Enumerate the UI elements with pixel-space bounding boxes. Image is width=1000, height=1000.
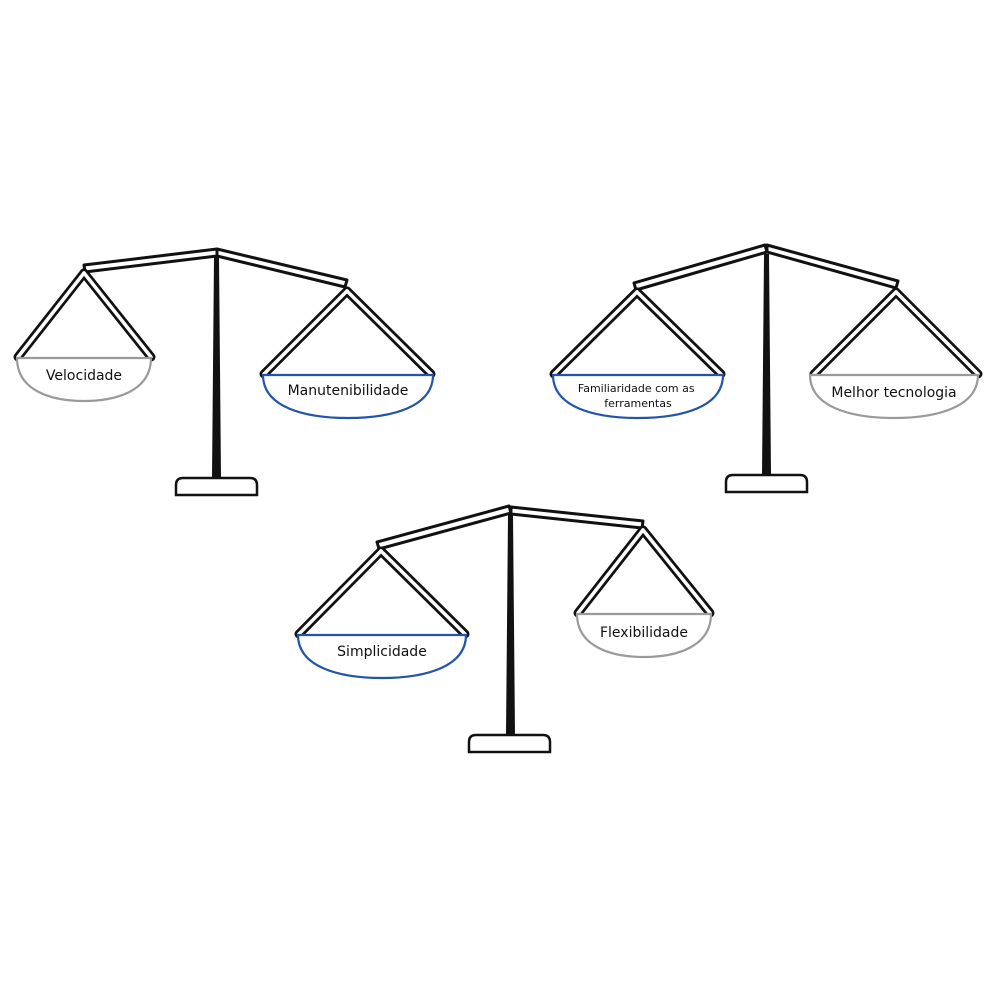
scale-3-base	[467, 733, 552, 754]
scale-3-right-pan	[575, 612, 713, 659]
scale-3-post	[506, 515, 515, 735]
scale-2-beam-left	[632, 243, 769, 292]
scale-1-right-hanger	[259, 286, 436, 379]
balance-scale-3: Simplicidade Flexibilidade	[294, 504, 715, 754]
scale-1-beam-left	[82, 247, 219, 274]
scale-1-right-pan	[261, 373, 435, 420]
scale-3-right-pan-label: Flexibilidade	[600, 625, 688, 641]
balance-scale-2: Familiaridade com as ferramentas Melhor …	[549, 243, 983, 494]
scale-2-left-pan-label: Familiaridade com as ferramentas	[578, 382, 698, 410]
scale-2-post	[762, 254, 771, 475]
scale-2-left-hanger	[549, 287, 726, 379]
scale-3-left-pan-label: Simplicidade	[337, 644, 427, 660]
scale-2-right-pan	[808, 373, 980, 420]
scale-1-post	[212, 257, 221, 478]
scale-1-left-hanger	[13, 268, 156, 362]
scale-2-right-hanger	[809, 287, 983, 379]
scale-1-beam-right	[215, 247, 349, 289]
scale-3-left-hanger	[294, 546, 470, 639]
scale-3-beam-right	[509, 505, 645, 530]
scale-3-left-pan	[296, 633, 468, 680]
scale-3-beam-left	[375, 504, 513, 551]
scale-1-left-pan-label: Velocidade	[46, 368, 122, 384]
scale-2-right-pan-label: Melhor tecnologia	[831, 385, 956, 401]
scale-1-left-pan	[15, 356, 153, 403]
scale-3-right-hanger	[573, 525, 715, 618]
scale-2-beam-right	[765, 243, 900, 290]
scale-1-base	[174, 476, 259, 497]
scale-1-right-pan-label: Manutenibilidade	[288, 383, 409, 399]
scale-2-left-pan	[551, 373, 725, 420]
scale-2-base	[724, 473, 809, 494]
balance-scale-1: Velocidade Manutenibilidade	[13, 247, 436, 497]
